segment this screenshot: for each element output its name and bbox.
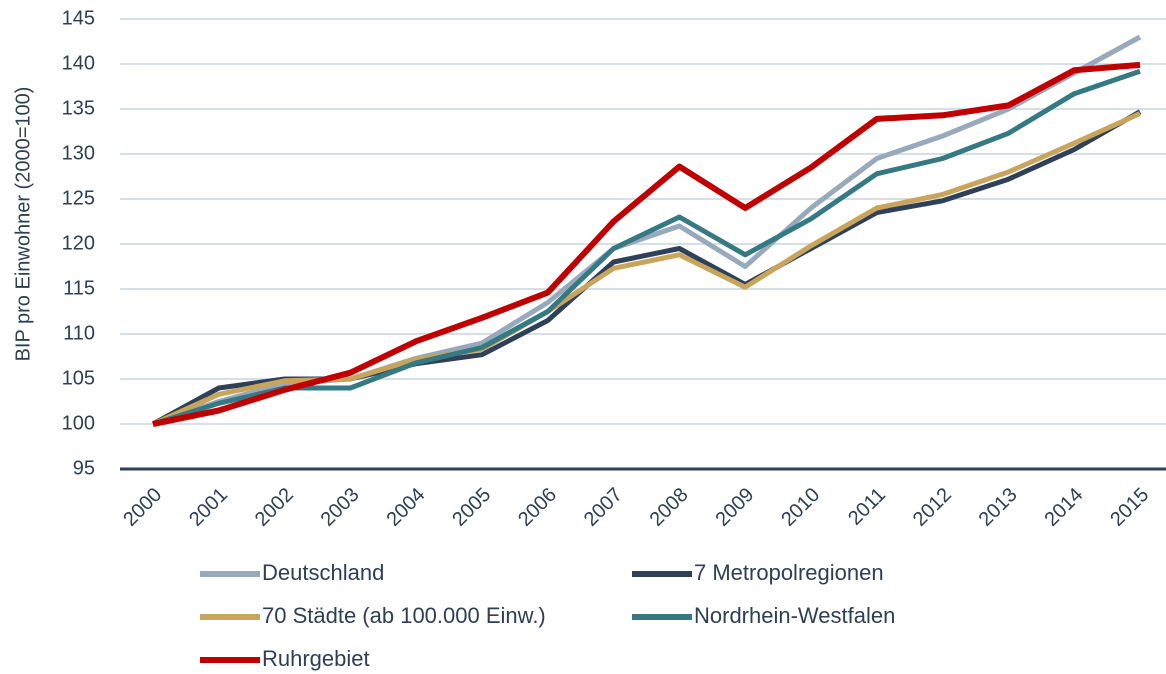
x-tick-label: 2006 [514, 484, 561, 531]
series-line [152, 61, 1141, 427]
series-line [151, 109, 1142, 427]
legend-label: 7 Metropolregionen [694, 560, 884, 585]
y-tick-label: 125 [62, 187, 95, 209]
legend-label: Nordrhein-Westfalen [694, 603, 895, 628]
x-tick-label: 2012 [909, 484, 956, 531]
x-tick-label: 2014 [1040, 484, 1087, 531]
x-tick-label: 2001 [185, 484, 232, 531]
y-tick-label: 140 [62, 52, 95, 74]
y-tick-label: 105 [62, 367, 95, 389]
y-tick-label: 95 [73, 457, 95, 479]
x-tick-label: 2007 [580, 484, 627, 531]
y-axis-label: BIP pro Einwohner (2000=100) [12, 87, 34, 362]
x-tick-label: 2002 [251, 484, 298, 531]
x-tick-label: 2004 [382, 484, 429, 531]
legend-label: 70 Städte (ab 100.000 Einw.) [262, 603, 546, 628]
x-tick-label: 2013 [975, 484, 1022, 531]
y-tick-label: 130 [62, 142, 95, 164]
legend-label: Ruhrgebiet [262, 646, 370, 671]
y-tick-label: 115 [63, 277, 95, 299]
series-line [152, 68, 1141, 427]
y-tick-label: 120 [62, 232, 95, 254]
x-tick-label: 2010 [777, 484, 824, 531]
y-tick-label: 145 [62, 7, 95, 29]
y-tick-label: 135 [62, 97, 95, 119]
x-tick-label: 2000 [119, 484, 166, 531]
y-tick-label: 110 [63, 322, 95, 344]
x-tick-label: 2011 [844, 484, 890, 530]
x-tick-label: 2005 [448, 484, 495, 531]
x-tick-label: 2003 [317, 484, 364, 531]
legend-label: Deutschland [262, 560, 384, 585]
x-tick-label: 2009 [711, 484, 758, 531]
y-tick-label: 100 [62, 412, 95, 434]
x-tick-label: 2008 [646, 484, 693, 531]
x-tick-label: 2015 [1106, 484, 1153, 531]
